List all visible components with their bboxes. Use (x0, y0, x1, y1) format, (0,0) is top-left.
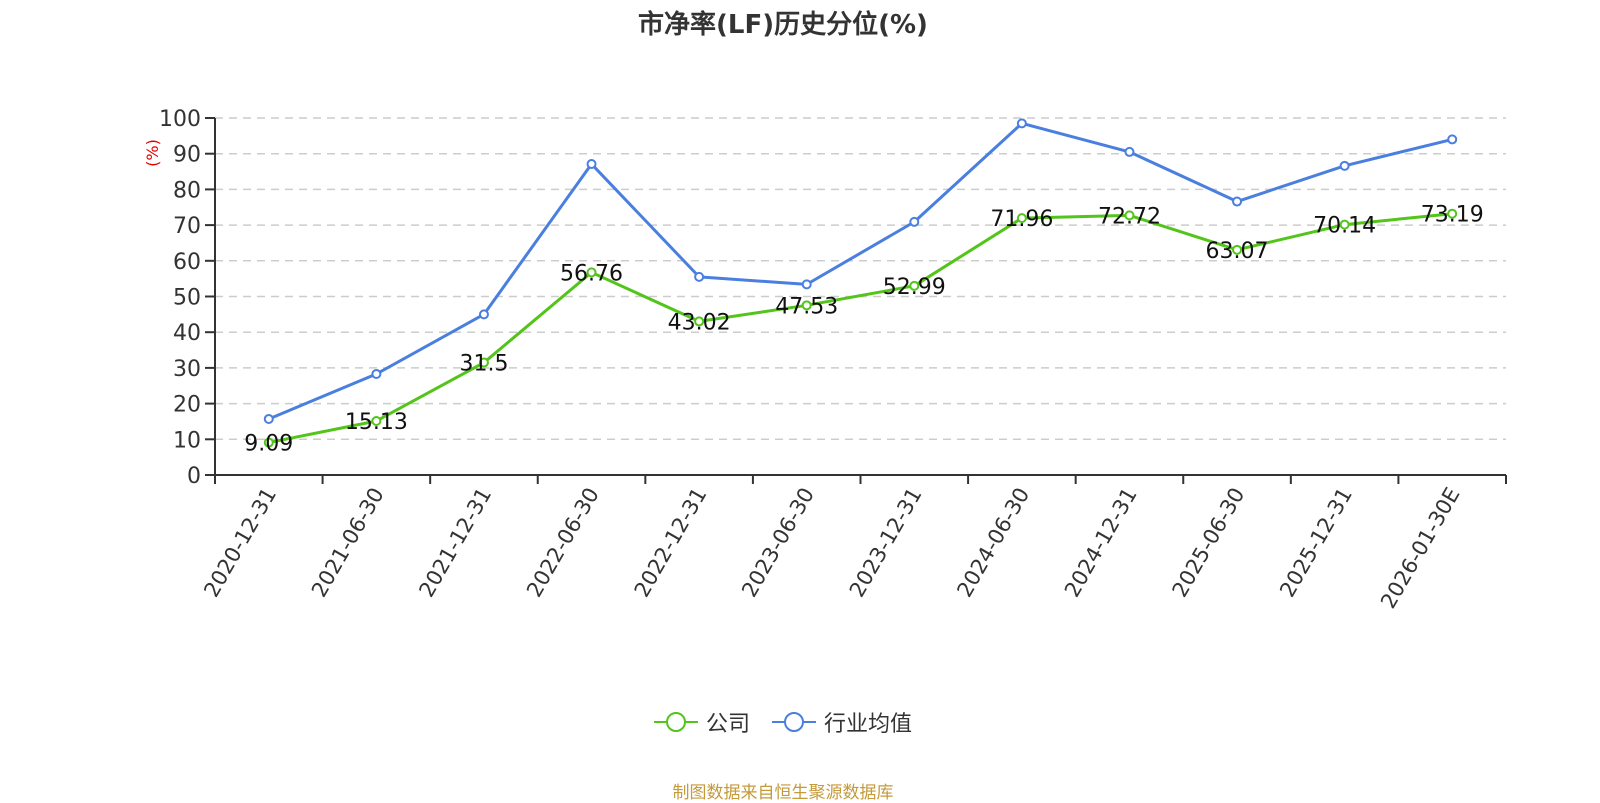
industry-average-line (268, 121, 1453, 421)
data-label: 9.09 (244, 432, 293, 457)
data-point[interactable] (1016, 213, 1027, 224)
data-source-note: 制图数据来自恒生聚源数据库 (672, 783, 894, 803)
data-point[interactable] (1447, 208, 1458, 219)
y-tick-label: 60 (173, 250, 201, 275)
data-label: 72.72 (1098, 204, 1161, 229)
y-tick-label: 70 (173, 214, 201, 239)
data-point[interactable] (263, 413, 274, 424)
data-point[interactable] (801, 300, 812, 311)
data-labels: 9.09 15.13 31.5 56.76 43.02 47.53 52.99 71.96 72… (244, 203, 1483, 457)
data-label: 47.53 (775, 294, 838, 319)
data-point[interactable] (801, 279, 812, 290)
x-tick-label: 2025-06-30 (1168, 484, 1250, 602)
data-point[interactable] (1339, 160, 1350, 171)
data-point[interactable] (371, 368, 382, 379)
x-tick-label: 2022-06-30 (522, 484, 604, 602)
data-point[interactable] (1339, 219, 1350, 230)
data-label: 71.96 (990, 207, 1053, 232)
y-tick-label: 10 (173, 428, 201, 453)
data-point[interactable] (694, 271, 705, 282)
chart-title: 市净率(LF)历史分位(%) (638, 10, 928, 40)
x-tick-label: 2021-06-30 (307, 484, 389, 602)
data-point[interactable] (1124, 146, 1135, 157)
y-axis: 0 10 20 30 40 50 60 70 80 90 100 (159, 107, 216, 489)
x-tick-label: 2024-06-30 (952, 484, 1034, 602)
legend: 公司 行业均值 (0, 706, 1566, 738)
y-tick-label: 80 (173, 178, 201, 203)
data-point[interactable] (478, 357, 489, 368)
x-axis: 2020-12-31 2021-06-30 2021-12-31 2022-06-30… (199, 474, 1507, 613)
grid-lines (215, 117, 1506, 441)
y-axis-unit: (%) (143, 139, 162, 167)
x-tick-label: 2024-12-31 (1060, 484, 1142, 602)
data-point[interactable] (909, 280, 920, 291)
legend-item-industry-average[interactable]: 行业均值 (772, 706, 912, 738)
data-point[interactable] (1232, 244, 1243, 255)
data-point[interactable] (1016, 118, 1027, 129)
x-tick-label: 2023-06-30 (737, 484, 819, 602)
data-point[interactable] (909, 216, 920, 227)
data-label: 52.99 (883, 275, 946, 300)
x-tick-label: 2021-12-31 (414, 484, 496, 602)
y-tick-label: 20 (173, 393, 201, 418)
y-tick-label: 50 (173, 286, 201, 311)
data-point[interactable] (1124, 210, 1135, 221)
data-point[interactable] (1232, 196, 1243, 207)
legend-label: 行业均值 (824, 712, 913, 737)
legend-line-circle-icon (772, 712, 816, 732)
data-point[interactable] (586, 267, 597, 278)
legend-line-circle-icon (653, 712, 698, 732)
y-tick-label: 40 (173, 321, 201, 346)
x-tick-label: 2022-12-31 (630, 484, 712, 602)
data-label: 43.02 (668, 310, 731, 335)
y-tick-label: 0 (187, 464, 201, 489)
data-label: 31.5 (459, 352, 508, 377)
x-tick-label: 2023-12-31 (845, 484, 927, 602)
company-line (268, 212, 1453, 445)
legend-label: 公司 (705, 712, 750, 737)
series-lines (263, 118, 1458, 448)
data-point[interactable] (478, 309, 489, 320)
data-point[interactable] (1447, 134, 1458, 145)
y-tick-label: 30 (173, 357, 201, 382)
data-point[interactable] (263, 437, 274, 448)
data-point[interactable] (586, 159, 597, 170)
data-label: 73.19 (1421, 203, 1484, 228)
x-tick-label: 2020-12-31 (199, 484, 281, 602)
data-label: 15.13 (345, 410, 408, 435)
x-tick-label: 2025-12-31 (1275, 484, 1357, 602)
x-tick-label: 2026-01-30E (1376, 484, 1464, 613)
data-label: 56.76 (560, 261, 623, 286)
data-label: 63.07 (1206, 239, 1269, 264)
y-tick-label: 90 (173, 143, 201, 168)
data-label: 70.14 (1313, 214, 1376, 239)
y-tick-label: 100 (159, 107, 201, 132)
data-point[interactable] (694, 316, 705, 327)
data-point[interactable] (371, 415, 382, 426)
legend-item-company[interactable]: 公司 (653, 706, 750, 738)
